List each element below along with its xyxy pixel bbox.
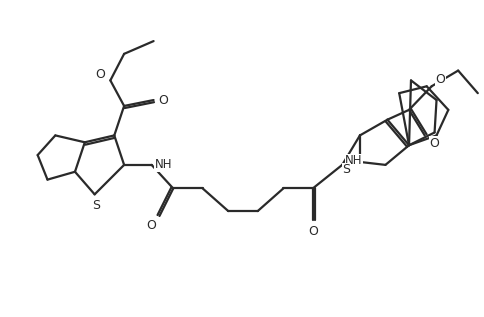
Text: O: O — [158, 94, 168, 107]
Text: O: O — [429, 137, 439, 150]
Text: O: O — [307, 225, 317, 238]
Text: S: S — [92, 199, 100, 212]
Text: O: O — [146, 219, 156, 232]
Text: NH: NH — [154, 158, 172, 171]
Text: S: S — [341, 163, 349, 176]
Text: NH: NH — [345, 154, 362, 167]
Text: O: O — [95, 68, 105, 81]
Text: O: O — [435, 73, 444, 86]
